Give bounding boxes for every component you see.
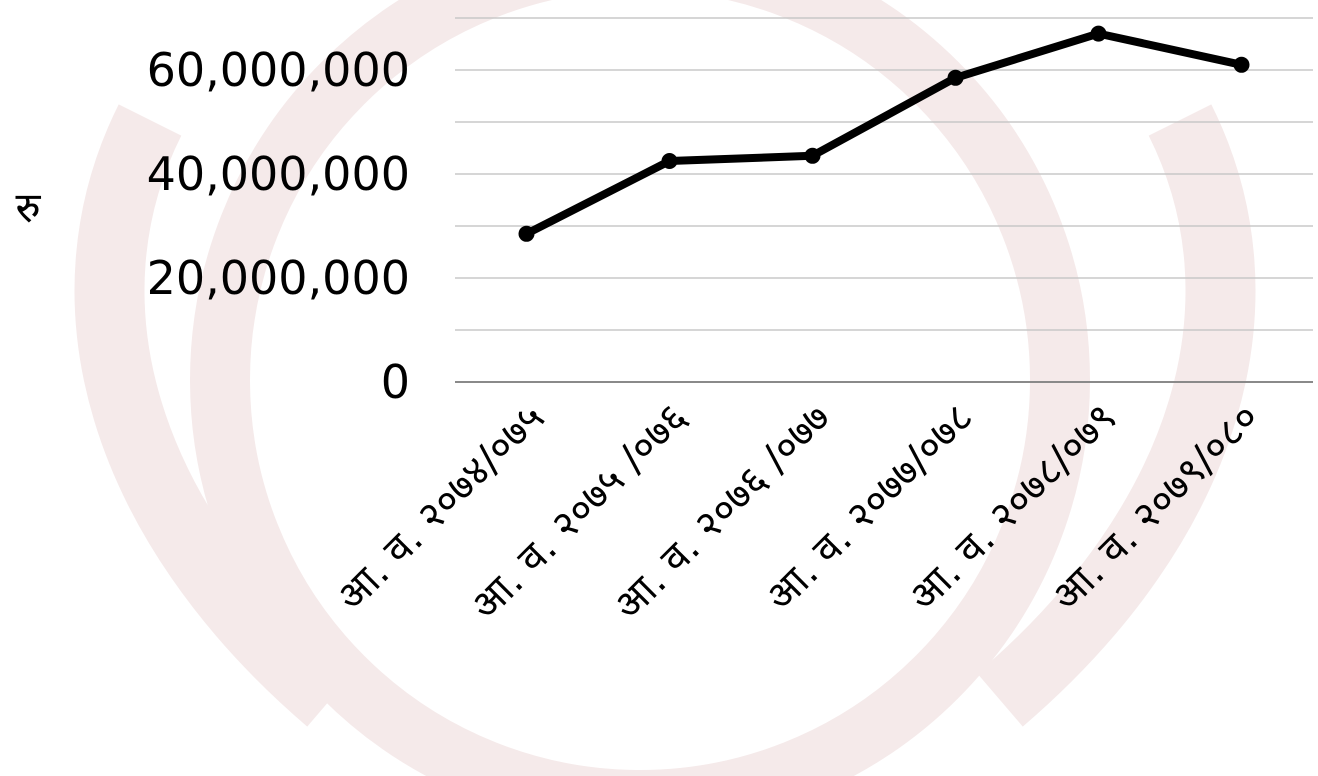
data-point	[947, 69, 964, 86]
series-group	[518, 25, 1250, 242]
data-point	[1090, 25, 1107, 42]
data-point	[804, 147, 821, 164]
y-tick-label: 0	[381, 355, 410, 409]
watermark-emblem	[74, 0, 1256, 776]
y-tick-label: 40,000,000	[147, 147, 410, 201]
y-axis-ticks: 0 20,000,000 40,000,000 60,000,000	[147, 43, 410, 409]
series-line	[522, 29, 1246, 238]
data-point	[518, 225, 535, 242]
y-tick-label: 60,000,000	[147, 43, 410, 97]
y-axis-title: रु	[15, 183, 41, 232]
y-tick-label: 20,000,000	[147, 251, 410, 305]
data-point	[661, 153, 678, 169]
gridlines	[455, 17, 1313, 383]
data-point	[1233, 56, 1250, 73]
